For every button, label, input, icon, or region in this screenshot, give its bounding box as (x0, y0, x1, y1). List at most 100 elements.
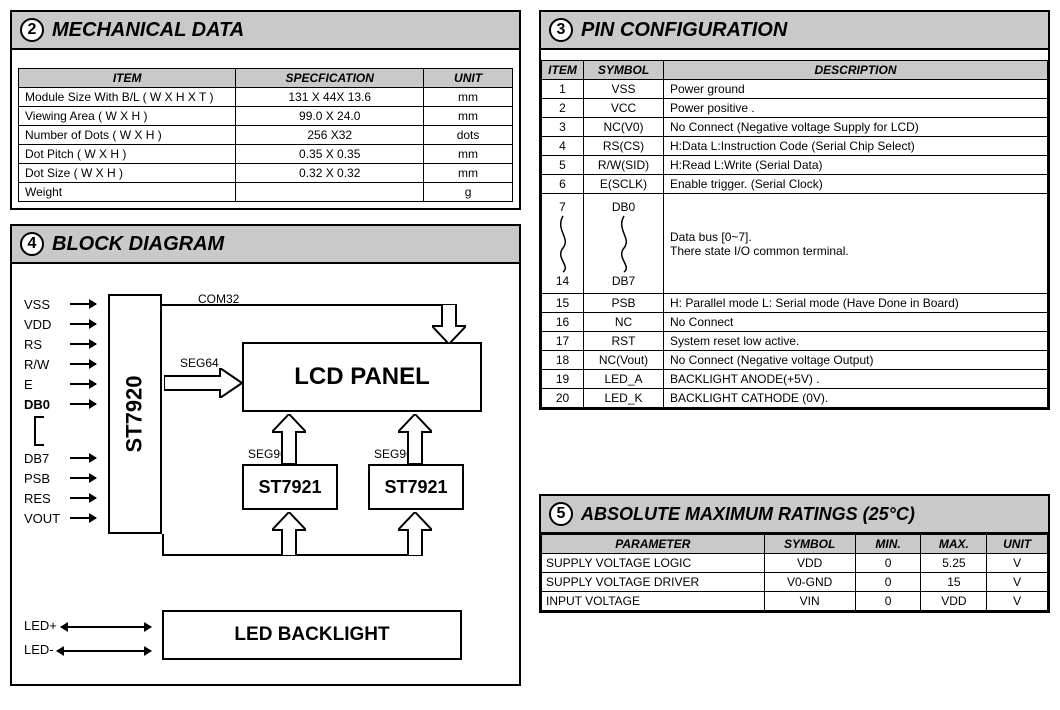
mechanical-title-bar: 2 MECHANICAL DATA (12, 12, 519, 50)
label-led-minus: LED- (24, 642, 151, 657)
table-row: INPUT VOLTAGEVIN0VDDV (542, 592, 1048, 611)
arrow-right-icon (70, 497, 96, 499)
arrow-right-icon (70, 383, 96, 385)
section-number-2: 2 (20, 18, 44, 42)
bus-bracket-icon (34, 416, 44, 446)
mechanical-table: ITEM SPECFICATION UNIT Module Size With … (18, 68, 513, 202)
table-row: 3NC(V0)No Connect (Negative voltage Supp… (542, 118, 1048, 137)
arrow-right-icon (70, 477, 96, 479)
block-diagram: VSS VDD RS R/W E DB0 DB7 PSB RES VOUT ST… (12, 264, 519, 684)
arrow-right-icon (70, 343, 96, 345)
pin-title-bar: 3 PIN CONFIGURATION (541, 12, 1048, 50)
sig-res: RES (24, 491, 68, 506)
wavy-line-icon (553, 214, 573, 274)
st7920-node: ST7920 (108, 294, 162, 534)
table-row: SUPPLY VOLTAGE LOGICVDD05.25V (542, 554, 1048, 573)
table-row: 4RS(CS)H:Data L:Instruction Code (Serial… (542, 137, 1048, 156)
table-row: Module Size With B/L ( W X H X T )131 X … (19, 88, 513, 107)
hollow-arrow-up-icon (272, 512, 306, 556)
ratings-table: PARAMETER SYMBOL MIN. MAX. UNIT SUPPLY V… (541, 534, 1048, 611)
bus-sym-bot: DB7 (590, 274, 657, 288)
sig-rw: R/W (24, 357, 68, 372)
wire (162, 534, 164, 554)
mech-col-unit: UNIT (454, 71, 482, 85)
table-row: Dot Size ( W X H )0.32 X 0.32mm (19, 164, 513, 183)
table-row: 16NCNo Connect (542, 313, 1048, 332)
led-backlight-node: LED BACKLIGHT (162, 610, 462, 660)
table-row: Viewing Area ( W X H )99.0 X 24.0mm (19, 107, 513, 126)
pin-panel: 3 PIN CONFIGURATION ITEM SYMBOL DESCRIPT… (539, 10, 1050, 410)
section-number-5: 5 (549, 502, 573, 526)
st7921-b-node: ST7921 (368, 464, 464, 510)
lcd-panel-node: LCD PANEL (242, 342, 482, 412)
arrow-right-icon (70, 363, 96, 365)
table-row: 6E(SCLK)Enable trigger. (Serial Clock) (542, 175, 1048, 194)
rat-col-symbol: SYMBOL (764, 535, 855, 554)
table-row: Dot Pitch ( W X H )0.35 X 0.35mm (19, 145, 513, 164)
right-column: 3 PIN CONFIGURATION ITEM SYMBOL DESCRIPT… (539, 10, 1050, 700)
pin-col-desc: DESCRIPTION (664, 61, 1048, 80)
bus-sym-top: DB0 (590, 200, 657, 214)
table-row: 15PSBH: Parallel mode L: Serial mode (Ha… (542, 294, 1048, 313)
table-row: 19LED_ABACKLIGHT ANODE(+5V) . (542, 370, 1048, 389)
pin-table: ITEM SYMBOL DESCRIPTION 1VSSPower ground… (541, 60, 1048, 408)
table-row: 17RSTSystem reset low active. (542, 332, 1048, 351)
table-row: SUPPLY VOLTAGE DRIVERV0-GND015V (542, 573, 1048, 592)
wire (162, 304, 448, 306)
sig-vdd: VDD (24, 317, 68, 332)
datasheet-page: 2 MECHANICAL DATA ITEM SPECFICATION UNIT… (10, 10, 1050, 700)
table-row: 20LED_KBACKLIGHT CATHODE (0V). (542, 389, 1048, 408)
hollow-arrow-up-icon (398, 512, 432, 556)
mech-col-spec: SPECFICATION (285, 71, 373, 85)
pin-col-item: ITEM (542, 61, 584, 80)
st7921-a-node: ST7921 (242, 464, 338, 510)
ratings-panel: 5 ABSOLUTE MAXIMUM RATINGS (25°C) PARAME… (539, 494, 1050, 613)
rat-col-unit: UNIT (987, 535, 1048, 554)
rat-col-min: MIN. (855, 535, 921, 554)
rat-col-max: MAX. (921, 535, 987, 554)
arrow-right-icon (70, 517, 96, 519)
label-led-plus: LED+ (24, 618, 151, 633)
table-row: 1VSSPower ground (542, 80, 1048, 99)
mech-col-item: ITEM (113, 71, 142, 85)
ratings-title: ABSOLUTE MAXIMUM RATINGS (25°C) (581, 504, 915, 525)
bus-item-top: 7 (548, 200, 577, 214)
block-title-bar: 4 BLOCK DIAGRAM (12, 226, 519, 264)
pin-col-symbol: SYMBOL (584, 61, 664, 80)
left-column: 2 MECHANICAL DATA ITEM SPECFICATION UNIT… (10, 10, 521, 700)
table-row: 2VCCPower positive . (542, 99, 1048, 118)
sig-db0: DB0 (24, 397, 68, 412)
table-row: Number of Dots ( W X H )256 X32dots (19, 126, 513, 145)
table-row: 5R/W(SID)H:Read L:Write (Serial Data) (542, 156, 1048, 175)
wavy-line-icon (614, 214, 634, 274)
arrow-right-icon (70, 323, 96, 325)
mechanical-panel: 2 MECHANICAL DATA ITEM SPECFICATION UNIT… (10, 10, 521, 210)
sig-rs: RS (24, 337, 68, 352)
hollow-arrow-right-icon (164, 368, 242, 398)
table-row: Weightg (19, 183, 513, 202)
arrow-right-icon (70, 303, 96, 305)
rat-col-param: PARAMETER (542, 535, 765, 554)
section-number-3: 3 (549, 18, 573, 42)
sig-vss: VSS (24, 297, 68, 312)
pin-title: PIN CONFIGURATION (581, 19, 787, 42)
mechanical-title: MECHANICAL DATA (52, 19, 244, 42)
bus-desc: Data bus [0~7]. There state I/O common t… (664, 194, 1048, 294)
sig-psb: PSB (24, 471, 68, 486)
arrow-right-icon (70, 403, 96, 405)
hollow-arrow-down-icon (432, 304, 466, 344)
signal-list: VSS VDD RS R/W E DB0 DB7 PSB RES VOUT (24, 294, 96, 528)
sig-vout: VOUT (24, 511, 68, 526)
table-row-databus: 7 14 DB0 DB7 Data bus [0~7]. There state… (542, 194, 1048, 294)
arrow-right-icon (70, 457, 96, 459)
block-title: BLOCK DIAGRAM (52, 233, 224, 256)
block-diagram-panel: 4 BLOCK DIAGRAM VSS VDD RS R/W E DB0 DB7… (10, 224, 521, 686)
section-number-4: 4 (20, 232, 44, 256)
bus-item-bot: 14 (548, 274, 577, 288)
sig-e: E (24, 377, 68, 392)
table-row: 18NC(Vout)No Connect (Negative voltage O… (542, 351, 1048, 370)
ratings-title-bar: 5 ABSOLUTE MAXIMUM RATINGS (25°C) (541, 496, 1048, 534)
hollow-arrow-up-icon (272, 414, 306, 464)
hollow-arrow-up-icon (398, 414, 432, 464)
sig-db7: DB7 (24, 451, 68, 466)
